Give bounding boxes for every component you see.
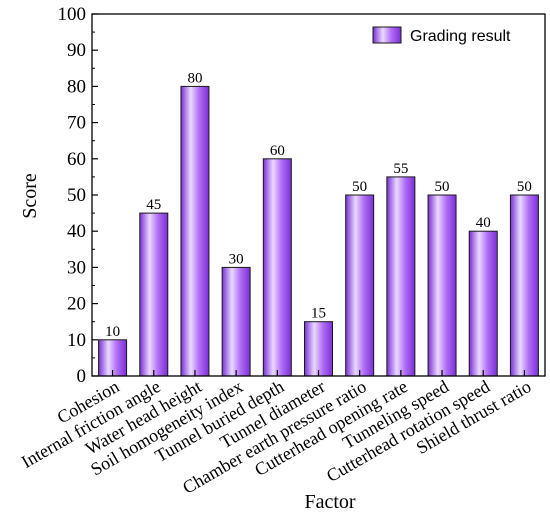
- data-label: 60: [270, 143, 285, 159]
- data-label: 10: [105, 324, 120, 340]
- bar: [304, 321, 333, 377]
- data-label: 40: [476, 215, 491, 231]
- bar: [98, 339, 128, 377]
- y-tick-label: 70: [67, 113, 86, 134]
- y-axis-title: Score: [19, 173, 41, 219]
- legend: Grading result: [372, 26, 511, 45]
- data-label: 30: [229, 251, 244, 267]
- data-label: 50: [435, 179, 450, 195]
- plot-area: 10 45 80 30 60 15 50 55 50 40 50 0 10 20 30 40 50 60 70 80 9…: [18, 4, 546, 498]
- data-label: 80: [187, 70, 202, 86]
- y-tick-label: 90: [67, 40, 86, 61]
- data-label: 55: [393, 161, 408, 177]
- y-tick-label: 100: [58, 4, 87, 25]
- bar: [468, 230, 498, 377]
- x-axis-title: Factor: [304, 491, 355, 513]
- bar: [509, 194, 539, 377]
- data-label: 45: [146, 197, 161, 213]
- y-tick-label: 60: [67, 149, 86, 170]
- data-label: 15: [311, 306, 326, 322]
- bar: [262, 158, 292, 377]
- bar: [180, 85, 210, 377]
- bar: [386, 176, 416, 377]
- y-tick-label: 40: [67, 221, 86, 242]
- y-tick-label: 20: [67, 294, 86, 315]
- data-label: 50: [352, 179, 367, 195]
- y-tick-label: 0: [77, 366, 87, 387]
- data-label: 50: [517, 179, 532, 195]
- y-tick-label: 30: [67, 257, 86, 278]
- legend-swatch: [372, 26, 402, 44]
- bar: [139, 212, 169, 377]
- y-tick-label: 10: [67, 330, 86, 351]
- bar: [221, 266, 251, 377]
- y-tick-label: 80: [67, 76, 86, 97]
- bar: [427, 194, 457, 377]
- legend-label: Grading result: [410, 28, 511, 45]
- bar: [345, 194, 375, 377]
- y-tick-label: 50: [67, 185, 86, 206]
